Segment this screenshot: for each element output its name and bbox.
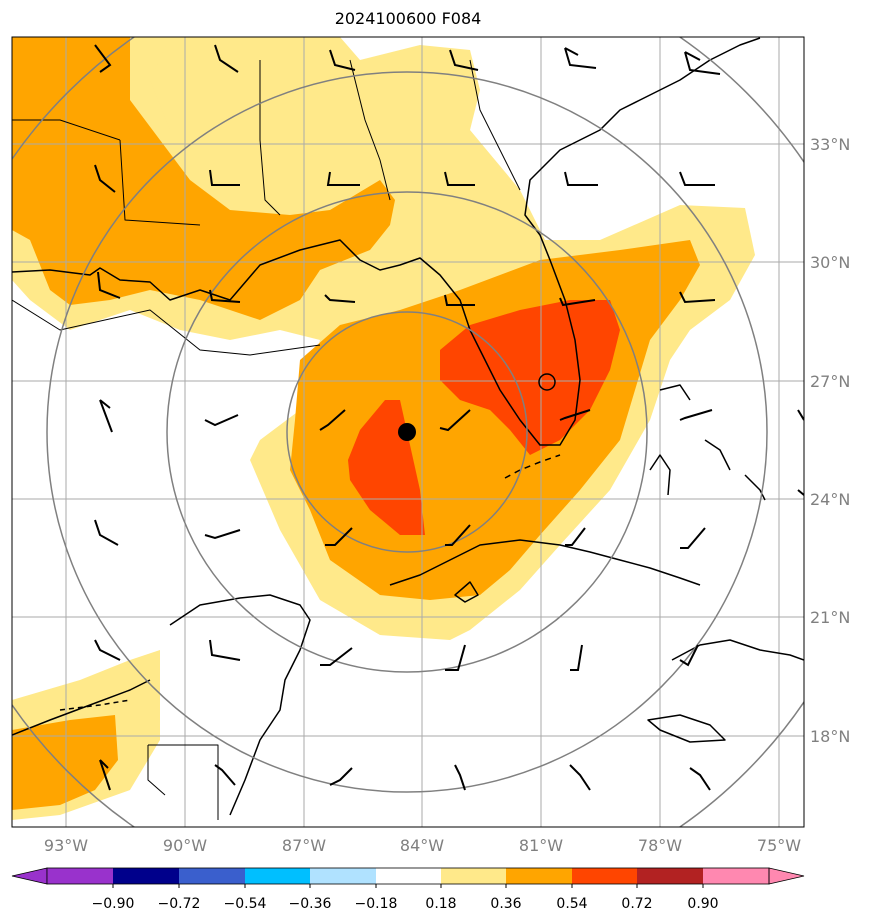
colorbar-tick: 0.72 bbox=[621, 896, 652, 912]
colorbar-swatch bbox=[245, 868, 310, 884]
colorbar-swatch bbox=[310, 868, 376, 884]
colorbar-extend-min bbox=[11, 867, 48, 885]
lon-label: 87°W bbox=[282, 836, 326, 855]
colorbar-swatch bbox=[506, 868, 572, 884]
colorbar-swatch bbox=[113, 868, 179, 884]
lon-label: 90°W bbox=[163, 836, 207, 855]
colorbar-swatch bbox=[572, 868, 637, 884]
lon-label: 84°W bbox=[400, 836, 444, 855]
colorbar-swatch bbox=[637, 868, 703, 884]
map-frame bbox=[11, 36, 805, 828]
wind-barbs bbox=[94, 44, 804, 791]
lat-label: 21°N bbox=[810, 608, 850, 627]
colorbar-swatch bbox=[441, 868, 506, 884]
map-title: 2024100600 F084 bbox=[334, 9, 482, 28]
lat-labels: 33°N 30°N 27°N 24°N 21°N 18°N bbox=[810, 135, 850, 746]
colorbar-extend-max bbox=[768, 867, 805, 885]
lon-label: 93°W bbox=[44, 836, 88, 855]
lat-label: 27°N bbox=[810, 372, 850, 391]
colorbar-tick: −0.18 bbox=[355, 896, 398, 912]
lon-label: 81°W bbox=[519, 836, 563, 855]
colorbar-swatch bbox=[179, 868, 245, 884]
colorbar-tick: 0.36 bbox=[490, 896, 521, 912]
colorbar-swatch bbox=[376, 868, 441, 884]
colorbar-tick: −0.90 bbox=[92, 896, 135, 912]
colorbar-tick: −0.36 bbox=[289, 896, 332, 912]
lat-label: 18°N bbox=[810, 727, 850, 746]
lon-label: 75°W bbox=[757, 836, 801, 855]
lon-label: 78°W bbox=[638, 836, 682, 855]
colorbar-tick: −0.72 bbox=[158, 896, 201, 912]
colorbar-tick: 0.18 bbox=[425, 896, 456, 912]
colorbar-tick: 0.54 bbox=[556, 896, 587, 912]
lat-label: 24°N bbox=[810, 490, 850, 509]
colorbar-swatch bbox=[703, 868, 769, 884]
lat-label: 30°N bbox=[810, 253, 850, 272]
center-marker bbox=[398, 423, 416, 441]
colorbar-tick: 0.90 bbox=[687, 896, 718, 912]
lat-label: 33°N bbox=[810, 135, 850, 154]
colorbar-tick: −0.54 bbox=[224, 896, 267, 912]
lat-lon-grid bbox=[12, 37, 804, 827]
lon-labels: 93°W 90°W 87°W 84°W 81°W 78°W 75°W bbox=[44, 836, 801, 855]
colorbar: −0.90 −0.72 −0.54 −0.36 −0.18 0.18 0.36 … bbox=[11, 867, 805, 912]
colorbar-swatch bbox=[47, 868, 113, 884]
